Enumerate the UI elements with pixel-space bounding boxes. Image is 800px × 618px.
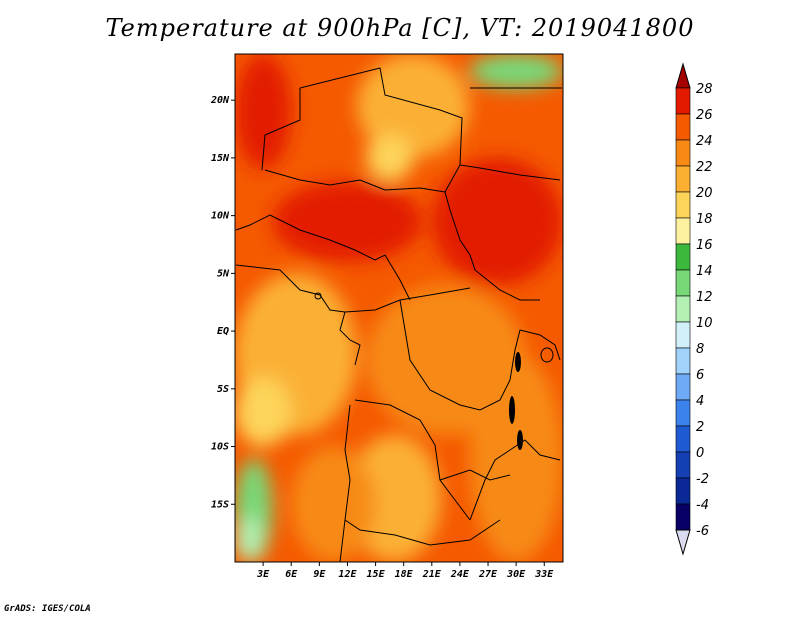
country-borders: [235, 67, 562, 562]
colorbar-label: 28: [696, 82, 713, 97]
colorbar-label: 4: [696, 394, 704, 409]
colorbar-label: 8: [696, 342, 704, 357]
lat-label: 5N: [217, 268, 230, 279]
map-title: Temperature at 900hPa [C], VT: 201904180…: [105, 14, 695, 42]
lon-label: 33E: [534, 569, 554, 580]
lat-label: 15S: [211, 499, 229, 510]
temperature-field: [235, 54, 563, 562]
colorbar-label: -2: [696, 472, 709, 487]
colorbar-label: 20: [696, 186, 713, 201]
colorbar-top-triangle: [675, 62, 691, 89]
lat-label: 10S: [211, 442, 229, 453]
lat-label: 10N: [211, 211, 230, 222]
colorbar-segment: [675, 87, 691, 115]
region-green-northeast: [469, 54, 563, 89]
colorbar-label: 2: [696, 420, 704, 435]
region-east-lakes: [469, 354, 563, 562]
colorbar-segment: [675, 191, 691, 219]
colorbar-segment: [675, 321, 691, 349]
colorbar-segment: [675, 399, 691, 427]
lon-label: 30E: [506, 569, 526, 580]
colorbar-label: -6: [696, 524, 709, 539]
lon-label: 24E: [450, 569, 470, 580]
lat-label: 15N: [211, 153, 230, 164]
lat-label: 20N: [210, 95, 230, 106]
colorbar-segment: [675, 165, 691, 193]
lon-label: 6E: [285, 569, 298, 580]
latitude-axis: 20N 15N 10N 5N EQ 5S 10S 15S: [210, 95, 235, 510]
colorbar-segment: [675, 217, 691, 245]
colorbar-bottom-triangle: [675, 529, 691, 556]
lon-label: 18E: [395, 569, 414, 580]
colorbar-segment: [675, 243, 691, 271]
map-frame: [234, 53, 564, 563]
lat-label: 5S: [217, 384, 229, 395]
colorbar-label: 16: [696, 238, 713, 253]
colorbar-label: 0: [696, 446, 704, 461]
colorbar-segment: [675, 269, 691, 297]
colorbar-label: -4: [696, 498, 709, 513]
lon-label: 27E: [478, 569, 498, 580]
region-sahel-hot-belt: [272, 181, 423, 262]
lon-label: 3E: [256, 569, 270, 580]
region-east-hot-belt: [431, 157, 563, 285]
region-coastal-cool: [235, 377, 292, 447]
region-southwest-palegreen: [235, 515, 264, 562]
lon-label: 21E: [422, 569, 442, 580]
lon-label: 9E: [313, 569, 326, 580]
colorbar-segment: [675, 503, 691, 531]
colorbar-segment: [675, 347, 691, 375]
colorbar-segment: [675, 477, 691, 505]
colorbar-label: 10: [696, 316, 713, 331]
region-cool-north-centre: [356, 54, 470, 158]
colorbar-label: 26: [696, 108, 713, 123]
region-north-hot-core: [235, 54, 292, 170]
colorbar-segment: [675, 425, 691, 453]
colorbar-label: 22: [696, 160, 713, 175]
lat-label: EQ: [217, 326, 229, 337]
colorbar-segment: [675, 113, 691, 141]
colorbar-segment: [675, 451, 691, 479]
colorbar-label: 18: [696, 212, 713, 227]
lon-label: 15E: [367, 569, 386, 580]
lon-label: 12E: [338, 569, 357, 580]
colorbar-label: 14: [696, 264, 713, 279]
colorbar-label: 12: [696, 290, 713, 305]
grads-credit: GrADS: IGES/COLA: [4, 604, 91, 614]
region-chad-cool: [366, 134, 414, 181]
colorbar-label: 24: [696, 134, 713, 149]
region-southern-warm: [291, 446, 376, 562]
lake-outlines: [314, 292, 554, 450]
colorbar-segment: [675, 295, 691, 323]
colorbar-segment: [675, 373, 691, 401]
colorbar-segment: [675, 139, 691, 167]
longitude-axis: 3E 6E 9E 12E 15E 18E 21E 24E 27E 30E 33E: [256, 562, 554, 580]
colorbar-label: 6: [696, 368, 704, 383]
